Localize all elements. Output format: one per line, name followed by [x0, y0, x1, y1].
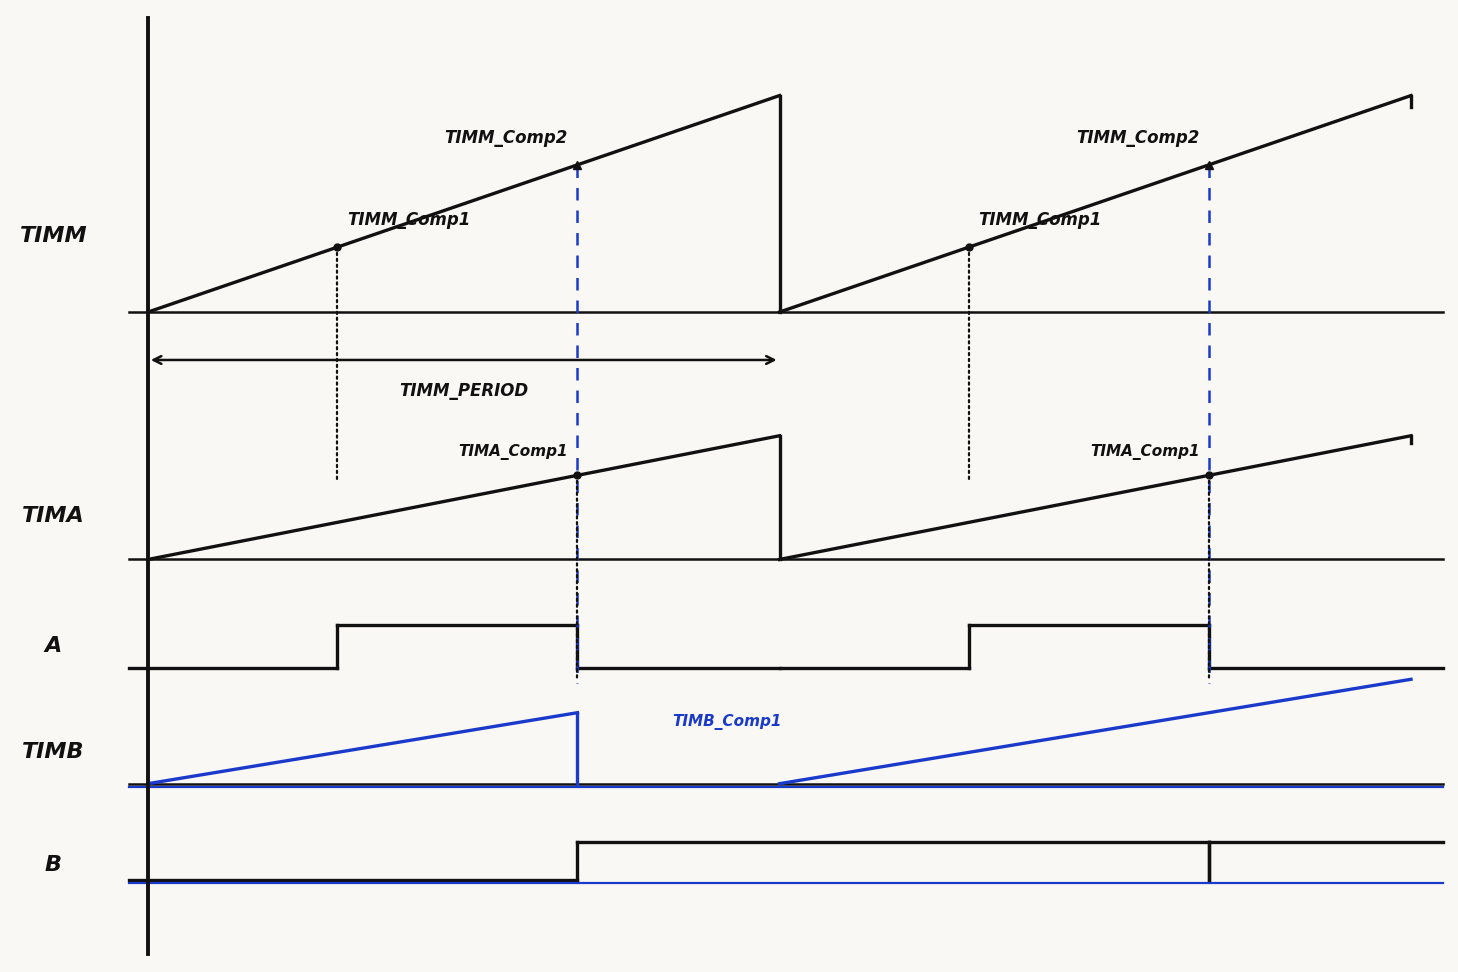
Text: B: B [45, 854, 61, 875]
Text: TIMA_Comp1: TIMA_Comp1 [1089, 444, 1200, 460]
Text: TIMM: TIMM [19, 226, 87, 246]
Text: TIMM_Comp1: TIMM_Comp1 [978, 212, 1102, 229]
Text: TIMM_Comp1: TIMM_Comp1 [347, 212, 471, 229]
Text: A: A [45, 637, 61, 656]
Text: TIMA_Comp1: TIMA_Comp1 [458, 444, 569, 460]
Text: TIMM_Comp2: TIMM_Comp2 [1076, 129, 1200, 147]
Text: TIMB: TIMB [22, 743, 85, 762]
Text: TIMM_Comp2: TIMM_Comp2 [445, 129, 569, 147]
Text: TIMM_PERIOD: TIMM_PERIOD [399, 382, 528, 399]
Text: TIMA: TIMA [22, 506, 85, 526]
Text: TIMB_Comp1: TIMB_Comp1 [672, 714, 781, 730]
